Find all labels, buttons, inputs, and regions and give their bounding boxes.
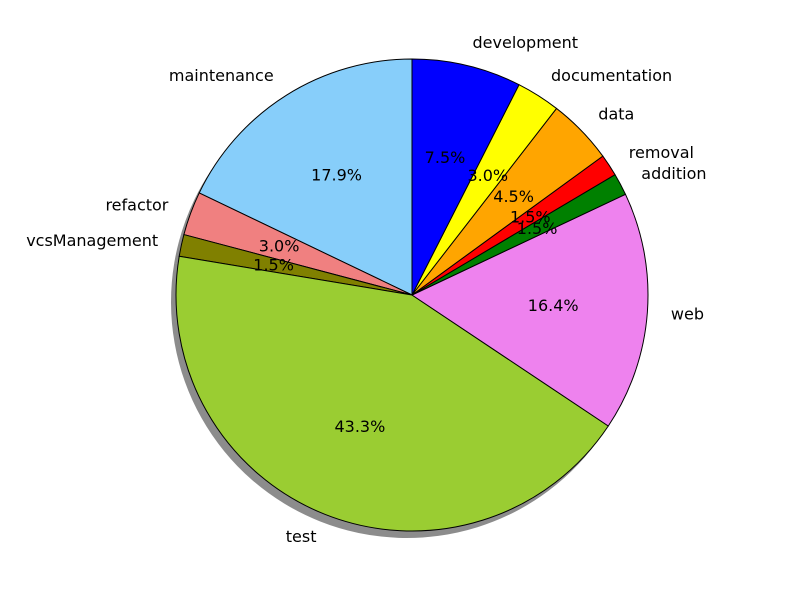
slice-percent-development: 7.5% bbox=[425, 148, 466, 167]
slice-label-documentation: documentation bbox=[551, 66, 672, 85]
slice-percent-data: 4.5% bbox=[493, 187, 534, 206]
slice-percent-vcs-management: 1.5% bbox=[253, 256, 294, 275]
slice-label-web: web bbox=[671, 305, 704, 324]
slice-label-removal: removal bbox=[629, 143, 694, 162]
slice-percent-documentation: 3.0% bbox=[467, 166, 508, 185]
slice-percent-refactor: 3.0% bbox=[259, 237, 300, 256]
slice-percent-test: 43.3% bbox=[334, 417, 385, 436]
slice-label-maintenance: maintenance bbox=[169, 66, 274, 85]
slice-percent-removal: 1.5% bbox=[510, 208, 551, 227]
slice-label-addition: addition bbox=[641, 164, 706, 183]
slice-percent-addition: 1.5% bbox=[517, 219, 558, 238]
pie-slice-development bbox=[411, 58, 520, 296]
pie-slice-maintenance bbox=[198, 58, 413, 296]
pie-slices bbox=[175, 58, 649, 532]
pie-slice-web bbox=[411, 193, 649, 427]
pie-slice-test bbox=[175, 255, 609, 532]
slice-percent-web: 16.4% bbox=[528, 296, 579, 315]
slice-label-development: development bbox=[473, 33, 579, 52]
slice-label-data: data bbox=[598, 105, 634, 124]
slice-label-test: test bbox=[286, 527, 317, 546]
slice-label-refactor: refactor bbox=[105, 196, 168, 215]
slice-percent-maintenance: 17.9% bbox=[311, 166, 362, 185]
slice-label-vcs-management: vcsManagement bbox=[26, 231, 158, 250]
pie-labels: maintenance 17.9% refactor 3.0% vcsManagemen… bbox=[26, 33, 706, 546]
